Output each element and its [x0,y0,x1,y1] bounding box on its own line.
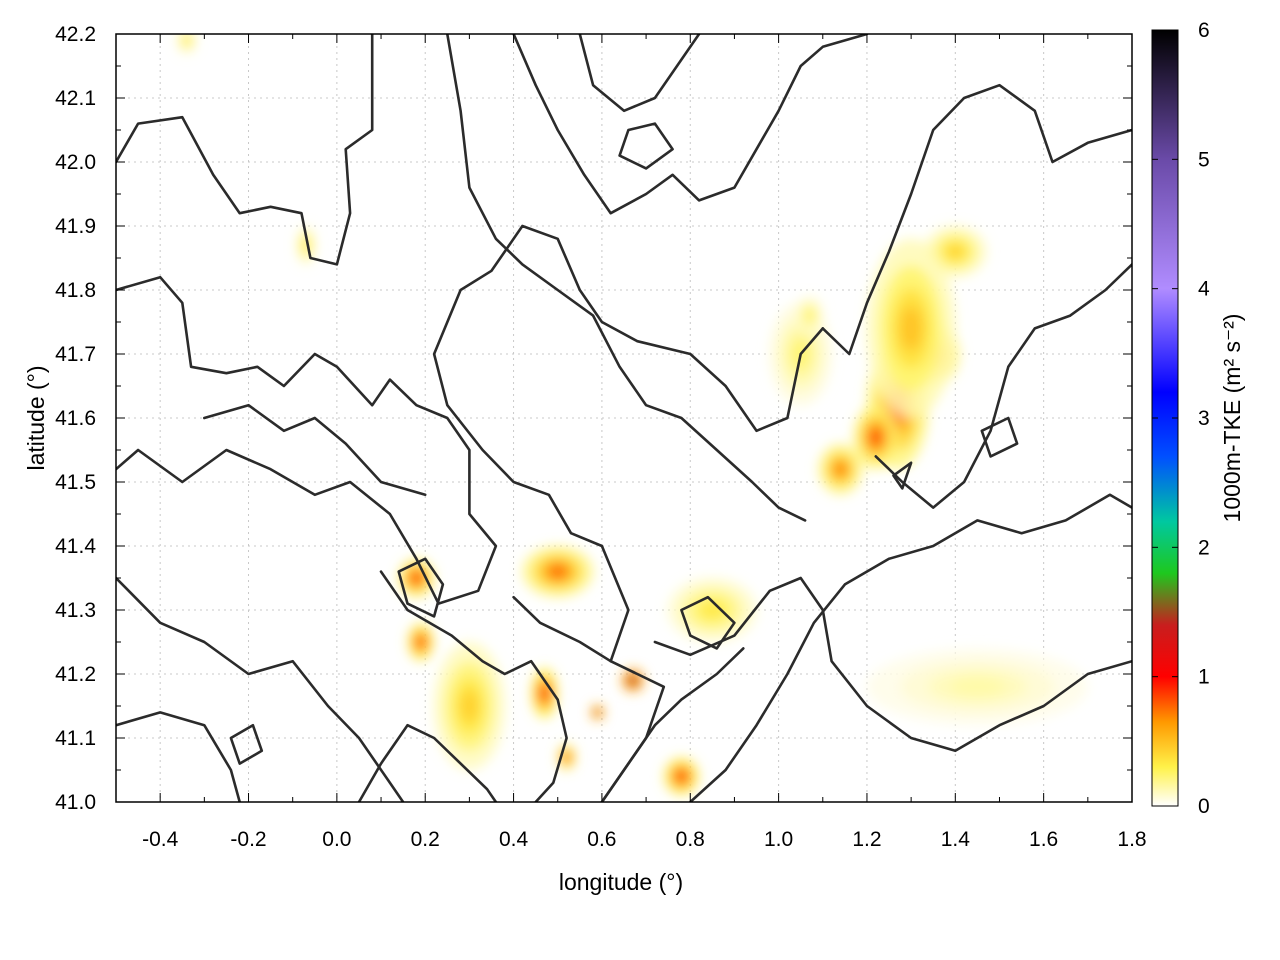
x-tick-label: 0.0 [322,828,351,851]
colorbar-tick-label: 1 [1198,666,1210,689]
y-tick-label: 41.6 [55,407,96,430]
tke-hotspot-ring [411,573,421,583]
terrain-contour [116,34,374,266]
tke-hotspot [434,642,505,770]
tke-hotspot-ring [677,771,686,782]
terrain-contour-closed [618,122,674,170]
y-tick-label: 41.3 [55,599,96,622]
terrain-contour-closed [229,723,264,765]
x-tick-label: 1.0 [764,828,793,851]
tke-hotspot [531,667,558,719]
tke-hotspot-ring [548,565,567,578]
x-tick-label: 0.6 [587,828,616,851]
colorbar-tick-label: 0 [1198,795,1210,818]
terrain-contour [821,83,1132,356]
y-tick-label: 41.7 [55,343,96,366]
x-axis-title: longitude (°) [559,869,683,895]
terrain-contours [116,34,1132,802]
x-tick-label: -0.4 [142,828,179,851]
y-tick-label: 41.9 [55,215,96,238]
terrain-contour [203,403,427,497]
x-tick-label: 1.2 [852,828,881,851]
y-tick-label: 42.1 [55,87,96,110]
terrain-contour [445,34,807,522]
colorbar-tick-label: 4 [1198,278,1210,301]
terrain-contour-closed [980,416,1019,458]
y-tick-label: 42.2 [55,23,96,46]
x-tick-label: -0.2 [230,828,266,851]
tke-hotspot-ring [630,677,636,684]
tke-hotspot-ring [834,462,846,476]
tke-hotspot-ring [806,310,813,321]
tke-hotspot [866,648,1088,726]
colorbar-tick-label: 6 [1198,19,1210,42]
x-tick-label: 0.4 [499,828,529,851]
tke-hotspot-ring [870,429,882,446]
terrain-contour [653,576,1132,753]
y-tick-label: 41.4 [55,535,96,558]
y-tick-label: 42.0 [55,151,96,174]
tke-hotspot-ring [949,677,1005,697]
terrain-contour [379,570,568,802]
tke-hotspot-ring [595,710,600,715]
x-tick-label: 1.8 [1117,828,1146,851]
y-tick-label: 41.0 [55,791,96,814]
tke-hotspot [796,296,823,335]
terrain-contour [600,647,745,802]
y-axis-title: latitude (°) [23,365,49,470]
tke-hotspot-ring [184,37,189,44]
colorbar-tick-label: 5 [1198,148,1210,171]
x-tick-label: 1.4 [941,828,971,851]
tke-hotspot [590,704,605,721]
tke-hotspot-ring [564,754,569,761]
x-tick-label: 0.2 [411,828,440,851]
tke-hotspot [522,546,594,598]
y-tick-label: 41.5 [55,471,96,494]
x-tick-label: 1.6 [1029,828,1058,851]
terrain-contour [116,711,241,802]
colorbar-tick-label: 3 [1198,407,1210,430]
tke-hotspot [818,443,863,495]
y-tick-label: 41.8 [55,279,96,302]
terrain-contour [512,34,869,215]
y-tick-label: 41.2 [55,663,96,686]
tke-hotspot-ring [900,306,923,351]
tke-hotspot-ring [417,637,425,647]
tke-hotspot [866,238,956,418]
tke-hotspot [407,622,435,662]
terrain-contour-closed [397,557,445,618]
terrain-contour [578,34,701,113]
x-tick-label: 0.8 [676,828,705,851]
axis-ticks: -0.4 -0.2 0.0 0.2 0.4 0.6 0.8 1.0 1.2 1.4 1.6 1.8 41… [55,23,1146,851]
tke-hotspot [663,757,700,796]
terrain-contour-closed [892,461,913,490]
colorbar-title: 1000m-TKE (m² s⁻²) [1219,314,1245,523]
tke-hotspot-ring [947,245,964,258]
tke-hotspot [853,405,898,470]
tke-hotspot [177,34,196,54]
terrain-contour [874,263,1132,509]
colorbar-tick-label: 2 [1198,536,1210,559]
terrain-contour [116,275,498,605]
terrain-contour [688,493,1132,802]
tke-field [177,34,1088,796]
tke-hotspot-ring [541,686,548,700]
tke-hotspot [668,578,757,642]
y-tick-label: 41.1 [55,727,96,750]
terrain-contour [432,224,825,663]
colorbar: 0 1 2 3 4 5 6 [1151,19,1210,818]
tke-hotspot-ring [460,690,479,722]
terrain-contour [357,723,498,802]
terrain-contour-closed [680,595,736,650]
